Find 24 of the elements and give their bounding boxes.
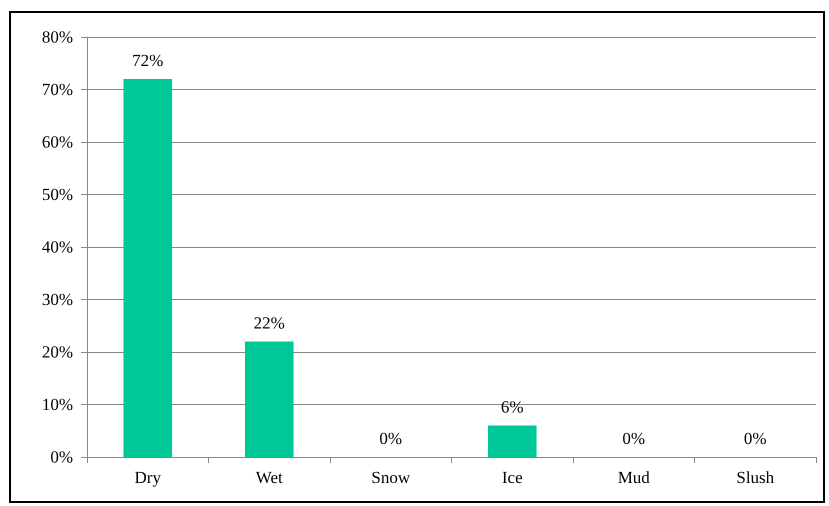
y-tick-label: 50% [42,185,73,204]
x-tick-label: Mud [618,468,650,487]
y-tick-label: 40% [42,238,73,256]
y-tick-label: 0% [50,448,73,466]
data-label: 72% [132,51,164,70]
data-label: 0% [744,429,767,448]
y-tick-label: 20% [42,342,73,362]
y-tick-label: 80% [42,28,73,46]
data-label: 22% [254,314,285,332]
x-tick-label: Slush [736,468,775,487]
bar [244,342,294,457]
x-tick-label: Ice [502,468,523,487]
data-label: 6% [500,398,524,416]
x-tick-label: Snow [371,468,411,487]
y-tick-label: 70% [42,80,73,99]
x-tick-label: Dry [134,468,162,487]
y-tick-label: 10% [42,395,73,414]
x-tick-label: Wet [256,468,284,487]
y-tick-label: 60% [42,132,73,152]
data-label: 0% [379,429,402,448]
bar [123,79,172,457]
data-label: 0% [622,429,646,448]
bar [488,426,537,457]
y-tick-label: 30% [42,290,73,309]
